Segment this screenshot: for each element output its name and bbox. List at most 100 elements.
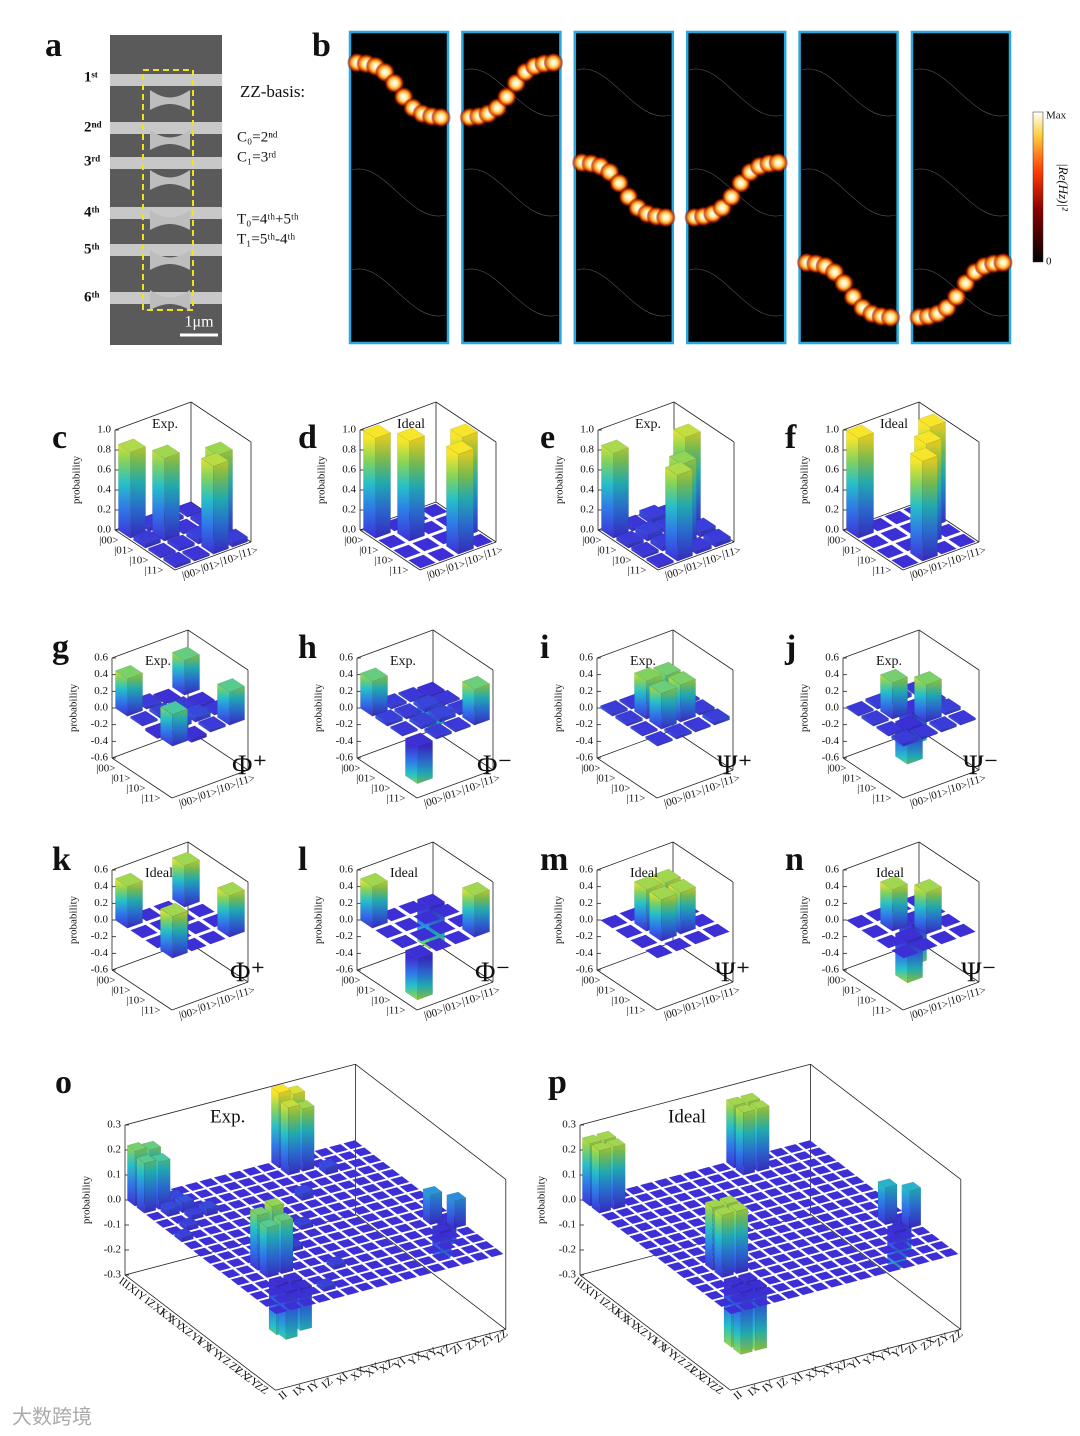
bar (777, 1213, 797, 1223)
bar-top (445, 440, 475, 455)
bar-top (355, 1224, 376, 1233)
bar (146, 1211, 166, 1221)
bar-top (166, 534, 196, 549)
row-axis (842, 757, 904, 799)
bar-top (208, 1214, 228, 1224)
bar (634, 1193, 655, 1202)
definition: C₀=2ⁿᵈ (237, 129, 278, 145)
bar (835, 1169, 856, 1178)
bar (615, 1207, 635, 1217)
basis-title: ZZ-basis: (240, 82, 305, 101)
bar-shade (743, 1109, 755, 1176)
bar-top (249, 1206, 270, 1216)
bar-top (620, 1196, 640, 1206)
bar (834, 1256, 854, 1266)
bar (216, 881, 246, 938)
bar-top (757, 1286, 777, 1296)
bar (825, 1220, 845, 1230)
z-tick-label: 1.0 (342, 424, 356, 436)
bar-top (758, 1228, 778, 1238)
bar (782, 1202, 802, 1212)
row-label: |11> (873, 793, 892, 805)
row-label: |00> (827, 975, 846, 987)
bar-top (408, 554, 436, 569)
bar-shade (661, 894, 677, 942)
box-edge (355, 1063, 507, 1180)
bar (212, 1232, 232, 1242)
field-spot (768, 152, 789, 173)
bar-top (359, 1271, 379, 1281)
bar-top (780, 1290, 801, 1299)
bar (369, 1249, 389, 1259)
bar-top (208, 1185, 228, 1195)
bar-top (216, 1251, 237, 1260)
bar (768, 1206, 788, 1216)
bar-top (282, 1301, 302, 1311)
z-tick-label: 0.4 (94, 880, 108, 892)
bar-top (723, 1275, 744, 1286)
bar-top (757, 1257, 777, 1267)
bar-top (877, 1178, 898, 1188)
row-label: |00> (827, 763, 846, 775)
bar-top (615, 924, 643, 939)
row-label: |01> (596, 985, 615, 997)
bar-top (393, 544, 421, 559)
bar-top (416, 893, 446, 908)
col-label: |01> (442, 998, 464, 1015)
bar (228, 1170, 248, 1180)
bar (226, 1229, 247, 1238)
bar (256, 1192, 276, 1202)
bar (327, 1202, 347, 1212)
bar-shade (372, 881, 388, 929)
bar (256, 1163, 277, 1172)
bar (862, 1249, 883, 1258)
bar-top (663, 1185, 683, 1195)
bar-top (758, 1199, 779, 1208)
bar-top (872, 1256, 892, 1266)
bar (716, 1181, 736, 1191)
bar-top (263, 1287, 284, 1296)
panel-letter: l (298, 841, 307, 878)
bar-top (649, 1189, 669, 1199)
bar-top (678, 1181, 698, 1191)
z-tick-label: 0.6 (825, 864, 839, 876)
bar (644, 730, 674, 747)
bar (849, 1194, 869, 1204)
bar (359, 1271, 379, 1281)
z-tick-label: 0.6 (97, 464, 111, 476)
bar (814, 1271, 834, 1281)
panel-letter: g (52, 629, 69, 666)
bar-top (810, 1224, 831, 1233)
bar-top (242, 1166, 262, 1176)
bar (160, 1200, 181, 1218)
bar-top (644, 1200, 664, 1210)
bar (242, 1166, 262, 1176)
bar (645, 944, 673, 959)
bar-top (207, 1243, 227, 1253)
bar (838, 1274, 858, 1284)
bar (408, 712, 438, 730)
watermark: 大数跨境 (12, 1405, 92, 1429)
bar-top (763, 1217, 783, 1227)
bar-top (150, 1152, 171, 1163)
bar-top (424, 937, 452, 952)
bar (634, 1222, 654, 1232)
bar-top (357, 1165, 377, 1175)
bar-top (638, 1240, 658, 1250)
z-tick-label: 0.6 (825, 464, 839, 476)
bar-top (711, 1163, 732, 1172)
bar-top (249, 1290, 269, 1300)
bar (913, 878, 943, 935)
panel-letter: p (548, 1064, 567, 1101)
bar-top (645, 944, 673, 959)
bar (749, 1191, 769, 1201)
bar (757, 1286, 777, 1296)
bar-top (241, 1196, 262, 1205)
bar (403, 1230, 423, 1240)
bar-shade (375, 432, 391, 539)
annotation: Exp. (635, 417, 661, 432)
row-label: IX (577, 1280, 593, 1297)
col-label: YI (847, 1355, 864, 1372)
z-tick-label: -0.4 (822, 735, 840, 747)
bar (753, 1210, 774, 1219)
